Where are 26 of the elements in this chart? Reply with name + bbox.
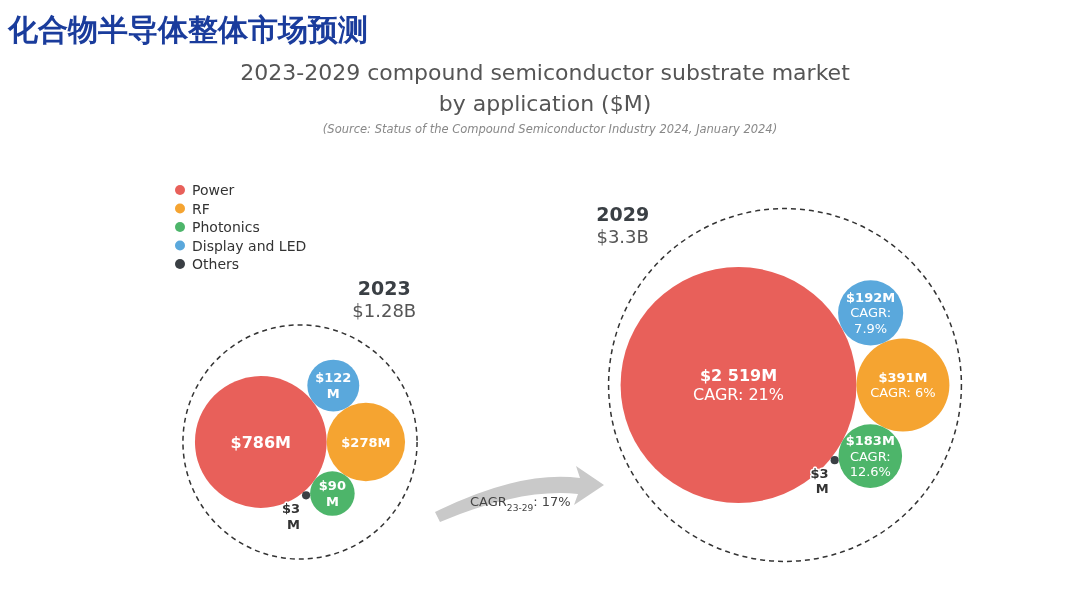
legend-label: Photonics xyxy=(192,219,260,235)
legend-label: Display and LED xyxy=(192,237,307,254)
text: CAGR: 7.9% xyxy=(850,305,892,336)
legend-label: Power xyxy=(192,182,235,198)
data-label: $90 M xyxy=(318,478,346,509)
text: 化合物半导体整体市场预测 xyxy=(7,12,368,47)
data-label: $183M xyxy=(845,433,895,449)
text: CAGR: 21% xyxy=(693,385,784,405)
data-label: $3 M xyxy=(281,501,300,532)
data-label: $122 M xyxy=(315,370,352,401)
text: CAGR: 6% xyxy=(870,385,936,401)
category-label: 2029 xyxy=(596,202,650,225)
data-label: $278M xyxy=(341,434,391,450)
data-label: $192M xyxy=(846,290,896,306)
data-label: $786M xyxy=(230,432,292,452)
text: CAGR: 12.6% xyxy=(849,448,891,480)
data-label: $391M xyxy=(878,369,928,385)
text: $3.3B xyxy=(596,225,649,247)
legend-label: Others xyxy=(192,256,240,272)
text: 2023-2029 compound semiconductor substrate market by application ($M) xyxy=(240,60,851,116)
text: $1.28B xyxy=(352,299,417,321)
text: (Source: Status of the Compound Semiconductor Industry 2024, January 2024) xyxy=(322,122,778,136)
category-label: 2023 xyxy=(357,276,411,299)
data-label: $2 519M xyxy=(699,366,778,386)
text: CAGR$_{23-29}$: 17% xyxy=(470,494,571,513)
legend-label: RF xyxy=(192,200,210,217)
